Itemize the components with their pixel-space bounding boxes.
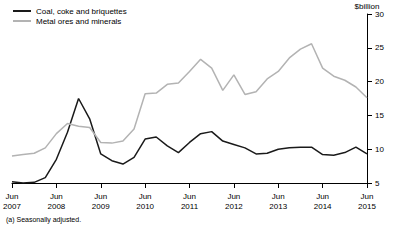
- svg-text:2014: 2014: [314, 202, 332, 211]
- svg-text:15: 15: [375, 111, 384, 120]
- svg-text:Jun: Jun: [50, 192, 63, 201]
- svg-text:Metal ores and minerals: Metal ores and minerals: [36, 17, 121, 26]
- svg-text:Jun: Jun: [272, 192, 285, 201]
- svg-text:Jun: Jun: [94, 192, 107, 201]
- svg-text:2007: 2007: [3, 202, 21, 211]
- svg-text:Jun: Jun: [183, 192, 196, 201]
- svg-text:2008: 2008: [47, 202, 65, 211]
- svg-text:Jun: Jun: [139, 192, 152, 201]
- svg-text:20: 20: [375, 77, 384, 86]
- svg-text:Jun: Jun: [316, 192, 329, 201]
- svg-text:Coal, coke and briquettes: Coal, coke and briquettes: [36, 7, 127, 16]
- svg-text:2012: 2012: [225, 202, 243, 211]
- svg-text:2011: 2011: [181, 202, 199, 211]
- svg-text:Jun: Jun: [361, 192, 374, 201]
- svg-text:2015: 2015: [358, 202, 376, 211]
- svg-text:(a) Seasonally adjusted.: (a) Seasonally adjusted.: [6, 216, 81, 224]
- svg-text:10: 10: [375, 145, 384, 154]
- svg-text:2009: 2009: [92, 202, 110, 211]
- svg-text:Jun: Jun: [227, 192, 240, 201]
- svg-text:$billion: $billion: [354, 1, 380, 11]
- svg-text:Jun: Jun: [6, 192, 19, 201]
- svg-text:2010: 2010: [136, 202, 154, 211]
- svg-text:30: 30: [375, 10, 384, 19]
- svg-text:2013: 2013: [269, 202, 287, 211]
- svg-text:25: 25: [375, 43, 384, 52]
- svg-text:5: 5: [375, 179, 380, 188]
